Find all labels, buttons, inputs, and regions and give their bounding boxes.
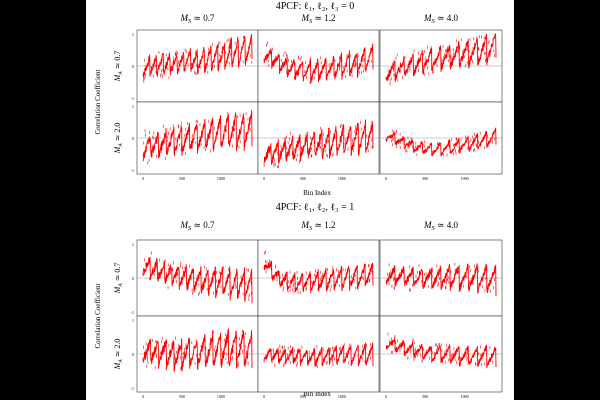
y-tick-label: 1 bbox=[132, 242, 134, 247]
x-tick-label: 1000 bbox=[461, 176, 469, 181]
series-line bbox=[142, 34, 253, 78]
column-label: MS ≃ 0.7 bbox=[180, 13, 215, 25]
row-label: MA ≃ 2.0 bbox=[113, 123, 124, 155]
x-tick-label: 500 bbox=[300, 176, 306, 181]
x-tick-label: 500 bbox=[422, 176, 428, 181]
x-tick-label: 1000 bbox=[217, 394, 225, 399]
chart-title: 4PCF: ℓ₁, ℓ₂, ℓ₃ = 0 bbox=[276, 1, 355, 12]
column-label: MS ≃ 1.2 bbox=[301, 220, 336, 232]
x-tick-label: 0 bbox=[142, 176, 144, 181]
row-label: MA ≃ 0.7 bbox=[113, 51, 124, 83]
y-tick-label: 0 bbox=[132, 64, 134, 69]
column-label: MS ≃ 0.7 bbox=[180, 220, 215, 232]
series-line bbox=[263, 43, 374, 84]
x-tick-label: 1000 bbox=[338, 176, 346, 181]
row-label: MA ≃ 0.7 bbox=[113, 263, 124, 295]
y-tick-label: 0 bbox=[132, 136, 134, 141]
y-tick-label: 0 bbox=[132, 352, 134, 357]
column-label: MS ≃ 4.0 bbox=[423, 220, 458, 232]
x-tick-label: 500 bbox=[300, 394, 306, 399]
x-tick-label: 500 bbox=[179, 394, 185, 399]
x-tick-label: 1000 bbox=[461, 394, 469, 399]
x-tick-label: 0 bbox=[263, 176, 265, 181]
x-tick-label: 500 bbox=[179, 176, 185, 181]
series-line bbox=[263, 342, 374, 367]
y-tick-label: 1 bbox=[132, 318, 134, 323]
series-line bbox=[385, 337, 497, 369]
series-line bbox=[263, 119, 374, 165]
y-axis-title: Correlation Coefficient bbox=[94, 283, 102, 348]
x-tick-label: 0 bbox=[385, 394, 387, 399]
x-axis-title: Bin Index bbox=[303, 390, 331, 398]
column-label: MS ≃ 1.2 bbox=[301, 13, 336, 25]
series-line bbox=[263, 260, 374, 294]
x-tick-label: 0 bbox=[142, 394, 144, 399]
y-tick-label: -1 bbox=[131, 386, 134, 391]
series-line bbox=[385, 127, 497, 157]
y-tick-label: 1 bbox=[132, 32, 134, 37]
row-label: MA ≃ 2.0 bbox=[113, 339, 124, 371]
series-line bbox=[385, 33, 497, 82]
x-tick-label: 500 bbox=[422, 394, 428, 399]
x-tick-label: 1000 bbox=[217, 176, 225, 181]
y-tick-label: -1 bbox=[131, 168, 134, 173]
series-line bbox=[142, 328, 253, 374]
y-axis-title: Correlation Coefficient bbox=[94, 69, 102, 134]
x-tick-label: 0 bbox=[385, 176, 387, 181]
y-tick-label: -1 bbox=[131, 310, 134, 315]
y-tick-label: -1 bbox=[131, 96, 134, 101]
y-tick-label: 1 bbox=[132, 104, 134, 109]
x-tick-label: 1000 bbox=[338, 394, 346, 399]
x-tick-label: 0 bbox=[263, 394, 265, 399]
chart-title: 4PCF: ℓ₁, ℓ₂, ℓ₃ = 1 bbox=[276, 202, 355, 213]
column-label: MS ≃ 4.0 bbox=[423, 13, 458, 25]
y-tick-label: 0 bbox=[132, 276, 134, 281]
x-axis-title: Bin Index bbox=[303, 189, 331, 197]
series-line bbox=[385, 263, 497, 297]
series-line bbox=[142, 256, 253, 304]
